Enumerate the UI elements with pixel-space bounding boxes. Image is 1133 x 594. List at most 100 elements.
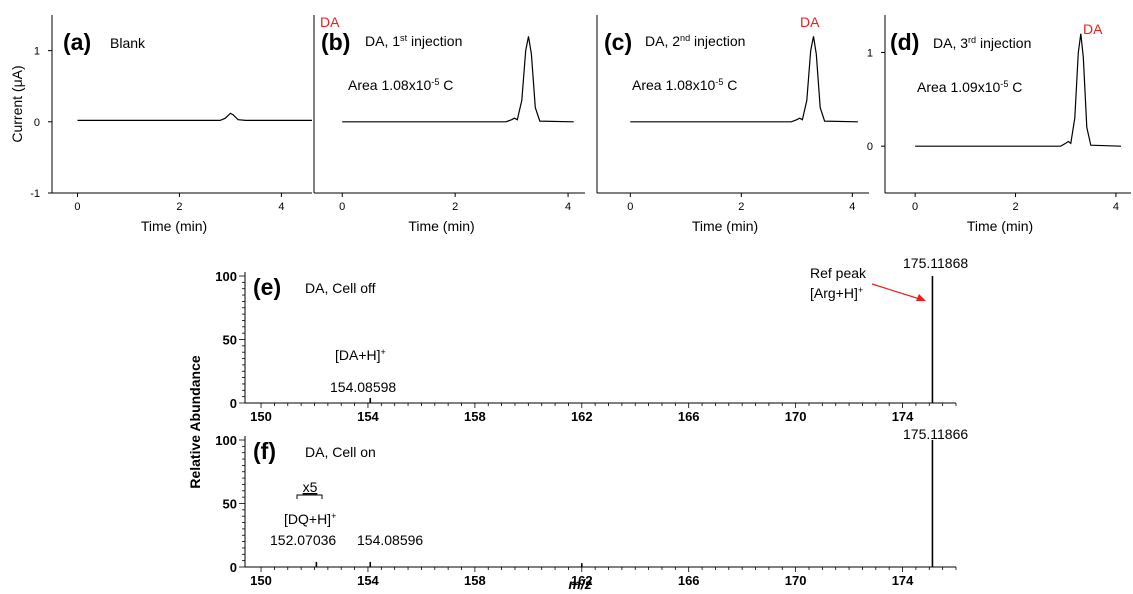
- scale-note: x5: [303, 479, 318, 495]
- panel-letter-a: (a): [63, 29, 91, 55]
- area-annotation-part: Area 1.09x10: [917, 79, 1000, 95]
- axis-ticks: [48, 50, 1117, 572]
- chart-text: 0 2 4 -1 0 1 Time (min) (a) Blank Current (μA) 0 2 4…: [9, 14, 1119, 592]
- peak-annotation-mz: 175.11868: [903, 255, 968, 271]
- area-annotation-part: C: [439, 77, 453, 93]
- y-tick-label: 0: [34, 117, 40, 129]
- panel-letter-d: (d): [890, 29, 919, 55]
- x-tick-label: 162: [571, 573, 593, 588]
- panel-label-sup: st: [400, 33, 408, 43]
- ref-peak-ion: [Arg+H]+: [810, 285, 863, 301]
- chromatogram-trace: [915, 33, 1122, 147]
- y-tick-label: 0: [230, 396, 237, 411]
- x-tick-label: 166: [678, 409, 700, 424]
- panel-label-sup: rd: [968, 35, 976, 45]
- panel-label: DA, 3rd injection: [933, 35, 1031, 51]
- ref-peak-ion-sup: +: [858, 285, 863, 295]
- peak-label: DA: [1083, 21, 1103, 37]
- panel-label-sup: nd: [680, 33, 690, 43]
- panel-label-part: DA, 1: [365, 33, 400, 49]
- x-tick-label: 0: [912, 201, 918, 213]
- x-axis-label: m/z: [568, 576, 591, 592]
- y-tick-label: 0: [867, 141, 873, 153]
- ref-peak-arrow: [871, 283, 924, 301]
- ref-peak-ion-part: [Arg+H]: [810, 285, 858, 301]
- x-tick-label: 150: [250, 409, 272, 424]
- area-annotation-part: Area 1.08x10: [348, 77, 431, 93]
- x-tick-label: 4: [849, 201, 855, 213]
- peak-annotation-mz: 175.11866: [903, 426, 968, 442]
- y-axis-label: Relative Abundance: [187, 355, 203, 489]
- y-tick-label: 50: [223, 333, 237, 348]
- peak-annotation-ion-part: [DA+H]: [335, 347, 381, 363]
- peak-annotation-ion-part: [DQ+H]: [284, 511, 331, 527]
- area-annotation-sup: -5: [1000, 79, 1008, 89]
- x-tick-label: 0: [627, 201, 633, 213]
- x-tick-label: 2: [738, 201, 744, 213]
- x-tick-label: 2: [1012, 201, 1018, 213]
- panel-label-part: DA, 2: [645, 33, 680, 49]
- x-tick-label: 158: [464, 573, 486, 588]
- chromatogram-trace: [342, 36, 574, 123]
- area-annotation-part: Area 1.08x10: [632, 77, 715, 93]
- ref-peak-label: Ref peak: [810, 265, 867, 281]
- panel-letter-c: (c): [604, 29, 632, 55]
- peak-annotation-mz: 152.07036: [270, 532, 336, 548]
- x-tick-label: 0: [339, 201, 345, 213]
- x-tick-label: 174: [892, 573, 914, 588]
- panel-label: DA, Cell off: [305, 280, 376, 296]
- x-axis-label: Time (min): [141, 218, 207, 234]
- x-tick-label: 162: [571, 409, 593, 424]
- x-tick-label: 154: [357, 573, 379, 588]
- area-annotation-sup: -5: [431, 77, 439, 87]
- panel-label-part: injection: [407, 33, 462, 49]
- axes-frames: [51, 15, 1131, 568]
- peak-annotation-mz: 154.08598: [330, 379, 396, 395]
- peak-annotation-ion-sup: +: [381, 347, 386, 357]
- peak-annotation-mz: 154.08596: [357, 532, 423, 548]
- y-tick-label: 1: [34, 46, 40, 58]
- peak-annotation-ion: [DQ+H]+: [284, 511, 336, 527]
- area-annotation: Area 1.08x10-5 C: [348, 77, 453, 93]
- x-tick-label: 170: [785, 573, 807, 588]
- panel-label: Blank: [110, 35, 146, 51]
- panel-letter-f: (f): [253, 438, 276, 464]
- panel-letter-b: (b): [321, 29, 350, 55]
- y-tick-label: 100: [215, 269, 237, 284]
- x-tick-label: 154: [357, 409, 379, 424]
- peak-annotation-ion: [DA+H]+: [335, 347, 386, 363]
- x-tick-label: 2: [452, 201, 458, 213]
- panel-label: DA, 2nd injection: [645, 33, 745, 49]
- y-tick-label: -1: [30, 188, 40, 200]
- x-tick-label: 158: [464, 409, 486, 424]
- x-tick-label: 0: [74, 201, 80, 213]
- y-tick-label: 50: [223, 497, 237, 512]
- x-tick-label: 2: [176, 201, 182, 213]
- peak-label: DA: [800, 14, 820, 30]
- chromatogram-trace: [630, 36, 858, 123]
- area-annotation-part: C: [1008, 79, 1022, 95]
- x-tick-label: 170: [785, 409, 807, 424]
- peak-annotation-ion-sup: +: [331, 511, 336, 521]
- panel-label-part: injection: [976, 35, 1031, 51]
- x-tick-label: 174: [892, 409, 914, 424]
- y-tick-label: 0: [230, 560, 237, 575]
- ref-peak-arrowhead: [916, 294, 926, 301]
- panel-label: DA, 1st injection: [365, 33, 462, 49]
- area-annotation: Area 1.09x10-5 C: [917, 79, 1022, 95]
- x-axis-label: Time (min): [967, 218, 1033, 234]
- y-tick-label: 1: [867, 47, 873, 59]
- data-marks: [77, 33, 1122, 567]
- peak-label: DA: [320, 14, 340, 30]
- x-axis-label: Time (min): [692, 218, 758, 234]
- x-tick-label: 4: [278, 201, 284, 213]
- scale-bracket: [296, 494, 323, 499]
- chromatogram-trace: [77, 112, 312, 122]
- x-axis-label: Time (min): [408, 218, 474, 234]
- y-axis-label: Current (μA): [9, 65, 25, 142]
- area-annotation-sup: -5: [715, 77, 723, 87]
- panel-label-part: DA, 3: [933, 35, 968, 51]
- area-annotation: Area 1.08x10-5 C: [632, 77, 737, 93]
- panel-label-part: injection: [690, 33, 745, 49]
- area-annotation-part: C: [723, 77, 737, 93]
